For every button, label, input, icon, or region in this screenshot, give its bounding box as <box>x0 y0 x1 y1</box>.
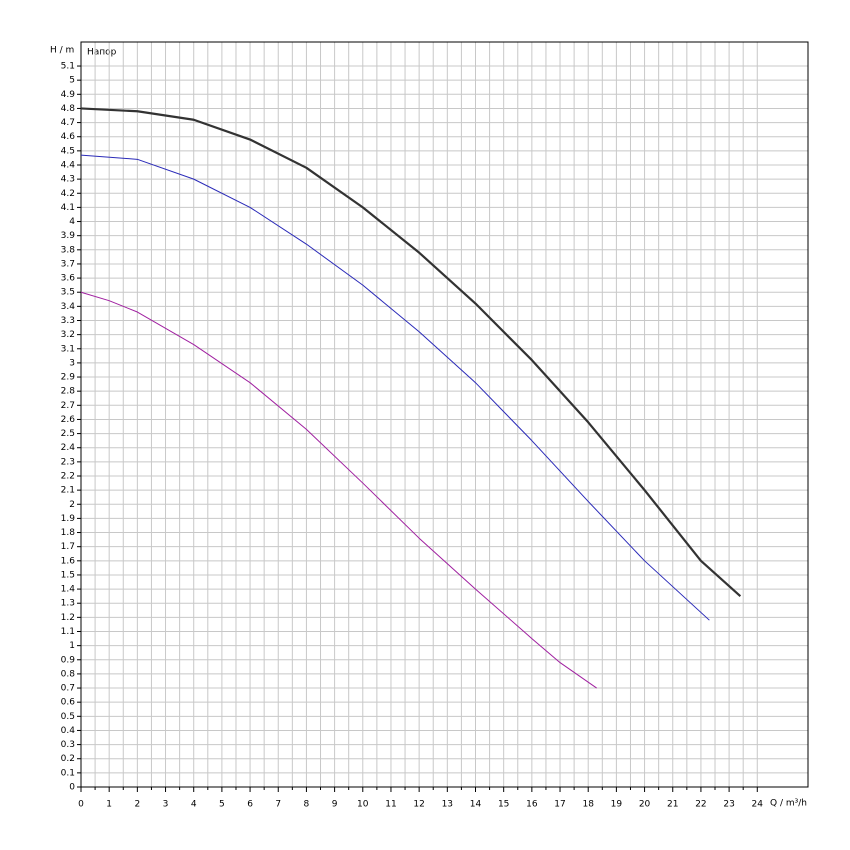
y-tick-label: 1.9 <box>61 514 76 524</box>
annotation: Напор <box>87 48 117 58</box>
curve <box>80 107 742 597</box>
x-tick-label: 7 <box>275 800 281 810</box>
plot-frame <box>80 41 809 788</box>
y-tick-label: 3.3 <box>61 316 75 326</box>
y-tick-label: 0.6 <box>61 698 76 708</box>
y-tick-label: 4 <box>69 217 75 227</box>
y-tick-label: 2.6 <box>61 415 76 425</box>
x-tick-label: 10 <box>357 800 369 810</box>
y-tick-label: 4.2 <box>61 189 75 199</box>
y-tick-label: 2.4 <box>61 443 76 453</box>
y-tick-label: 1.3 <box>61 599 75 609</box>
x-tick-label: 22 <box>695 800 706 810</box>
x-tick-label: 0 <box>78 800 84 810</box>
y-tick-label: 1.6 <box>61 556 76 566</box>
y-tick-label: 1.8 <box>61 528 76 538</box>
y-tick-label: 3.7 <box>61 259 75 269</box>
y-tick-label: 4.3 <box>61 175 75 185</box>
y-tick-label: 3.1 <box>61 344 75 354</box>
x-tick-label: 1 <box>106 800 112 810</box>
y-tick-label: 4.1 <box>61 203 75 213</box>
y-tick-label: 2.3 <box>61 457 75 467</box>
x-tick-label: 16 <box>526 800 538 810</box>
x-tick-label: 18 <box>582 800 594 810</box>
y-tick-label: 2.1 <box>61 486 75 496</box>
x-tick-label: 21 <box>667 800 678 810</box>
x-tick-label: 5 <box>219 800 225 810</box>
x-tick-label: 8 <box>304 800 310 810</box>
y-tick-label: 3.9 <box>61 231 76 241</box>
y-axis-label: H / m <box>50 46 74 56</box>
y-tick-label: 1.7 <box>61 542 75 552</box>
x-tick-label: 12 <box>413 800 424 810</box>
x-tick-label: 2 <box>134 800 140 810</box>
y-tick-label: 4.4 <box>61 160 76 170</box>
y-tick-label: 3.8 <box>61 245 76 255</box>
x-tick-label: 19 <box>611 800 623 810</box>
y-tick-label: 2.2 <box>61 471 75 481</box>
y-tick-label: 0.1 <box>61 768 75 778</box>
x-tick-label: 13 <box>442 800 453 810</box>
x-axis-label: Q / m³/h <box>770 799 807 809</box>
y-tick-label: 4.9 <box>61 90 76 100</box>
y-tick-label: 5.1 <box>61 62 75 72</box>
y-tick-label: 2.5 <box>61 429 75 439</box>
y-tick-label: 0.5 <box>61 712 75 722</box>
x-tick-label: 23 <box>723 800 734 810</box>
y-tick-label: 4.8 <box>61 104 76 114</box>
y-tick-label: 0.2 <box>61 754 75 764</box>
y-tick-label: 3.5 <box>61 288 75 298</box>
y-tick-label: 0.9 <box>61 655 76 665</box>
plot-area <box>81 42 808 787</box>
y-tick-label: 3.6 <box>61 274 76 284</box>
y-tick-label: 2 <box>69 500 75 510</box>
x-tick-label: 6 <box>247 800 253 810</box>
y-tick-label: 1.4 <box>61 585 76 595</box>
y-tick-label: 1.5 <box>61 570 75 580</box>
x-tick-label: 15 <box>498 800 509 810</box>
y-tick-label: 1.1 <box>61 627 75 637</box>
y-tick-label: 2.7 <box>61 401 75 411</box>
curve <box>80 154 710 621</box>
curve <box>80 291 597 689</box>
x-tick-label: 4 <box>191 800 197 810</box>
x-tick-label: 14 <box>470 800 482 810</box>
y-tick-label: 2.8 <box>61 387 76 397</box>
y-tick-label: 2.9 <box>61 373 76 383</box>
y-tick-label: 0 <box>69 783 75 793</box>
y-tick-label: 3.2 <box>61 330 75 340</box>
y-tick-label: 0.8 <box>61 669 76 679</box>
x-tick-label: 11 <box>385 800 396 810</box>
y-tick-label: 1.2 <box>61 613 75 623</box>
x-tick-label: 24 <box>752 800 764 810</box>
y-tick-label: 4.7 <box>61 118 75 128</box>
y-tick-label: 1 <box>69 641 75 651</box>
y-tick-label: 0.4 <box>61 726 76 736</box>
y-tick-label: 4.5 <box>61 146 75 156</box>
y-tick-label: 3 <box>69 358 75 368</box>
x-tick-label: 17 <box>554 800 565 810</box>
x-tick-label: 3 <box>163 800 169 810</box>
y-tick-label: 5 <box>69 76 75 86</box>
y-tick-label: 3.4 <box>61 302 76 312</box>
y-tick-label: 0.7 <box>61 684 75 694</box>
x-tick-label: 20 <box>639 800 651 810</box>
y-tick-label: 0.3 <box>61 740 75 750</box>
y-tick-label: 4.6 <box>61 132 76 142</box>
x-tick-label: 9 <box>332 800 338 810</box>
